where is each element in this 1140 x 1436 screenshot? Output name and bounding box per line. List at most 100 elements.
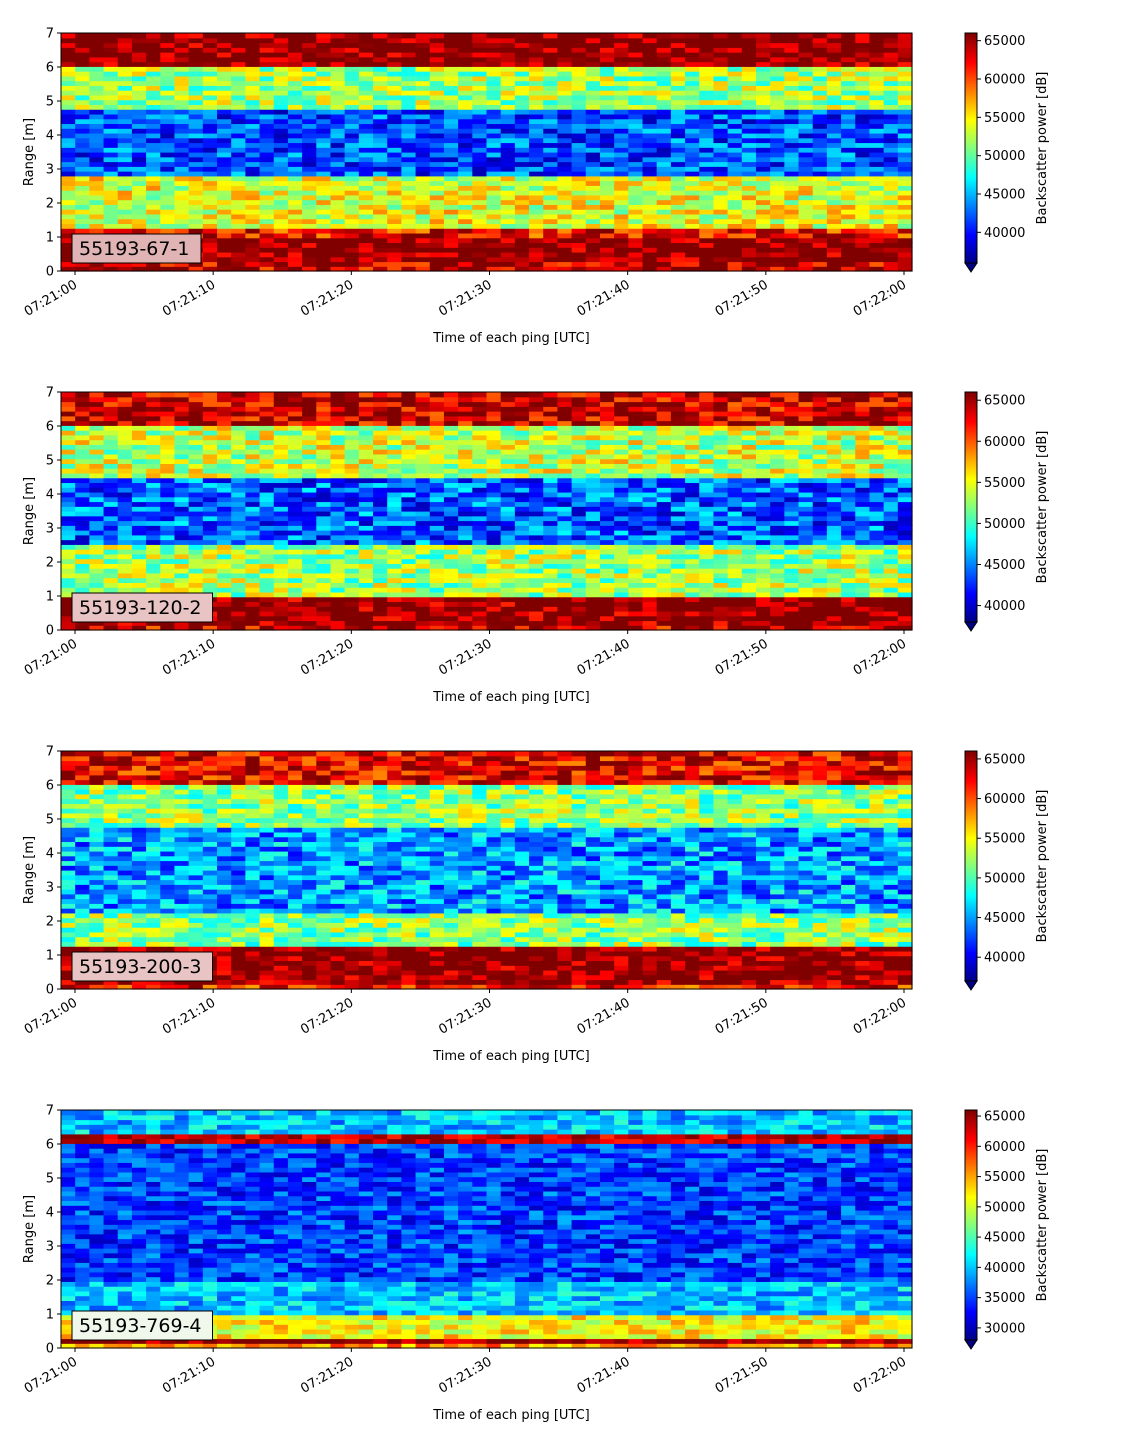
heatmap-cell bbox=[358, 401, 374, 407]
heatmap-cell bbox=[670, 52, 686, 58]
heatmap-cell bbox=[273, 482, 289, 488]
heatmap-cell bbox=[231, 161, 246, 167]
heatmap-cell bbox=[245, 256, 261, 263]
heatmap-cell bbox=[529, 142, 544, 148]
heatmap-cell bbox=[245, 42, 261, 48]
heatmap-cell bbox=[415, 171, 431, 177]
heatmap-cell bbox=[429, 194, 445, 201]
heatmap-cell bbox=[628, 104, 644, 110]
heatmap-cell bbox=[713, 199, 729, 205]
heatmap-cell bbox=[472, 591, 488, 598]
heatmap-cell bbox=[869, 71, 885, 77]
heatmap-cell bbox=[628, 228, 644, 234]
heatmap-cell bbox=[302, 491, 317, 498]
heatmap-cell bbox=[316, 501, 332, 507]
heatmap-cell bbox=[685, 209, 700, 215]
heatmap-cell bbox=[330, 615, 346, 622]
heatmap-cell bbox=[685, 175, 700, 182]
heatmap-cell bbox=[358, 194, 374, 201]
heatmap-cell bbox=[202, 496, 218, 503]
heatmap-cell bbox=[443, 482, 459, 488]
heatmap-cell bbox=[557, 463, 573, 469]
heatmap-cell bbox=[202, 209, 218, 215]
heatmap-cell bbox=[387, 439, 402, 445]
heatmap-cell bbox=[458, 601, 473, 607]
heatmap-cell bbox=[529, 549, 544, 555]
heatmap-cell bbox=[472, 85, 488, 91]
heatmap-cell bbox=[302, 251, 317, 258]
heatmap-cell bbox=[61, 396, 76, 403]
heatmap-cell bbox=[812, 218, 828, 224]
heatmap-cell bbox=[302, 425, 317, 431]
heatmap-cell bbox=[458, 568, 473, 574]
heatmap-cell bbox=[557, 568, 573, 574]
heatmap-cell bbox=[429, 477, 445, 484]
heatmap-cell bbox=[443, 558, 459, 564]
heatmap-cell bbox=[458, 209, 473, 215]
heatmap-cell bbox=[61, 530, 76, 536]
heatmap-cell bbox=[486, 180, 502, 186]
heatmap-cell bbox=[897, 171, 913, 177]
heatmap-cell bbox=[202, 487, 218, 493]
heatmap-cell bbox=[727, 104, 743, 110]
heatmap-cell bbox=[429, 161, 445, 167]
heatmap-cell bbox=[798, 75, 814, 82]
heatmap-cell bbox=[387, 601, 402, 607]
heatmap-cell bbox=[812, 123, 828, 129]
heatmap-cell bbox=[358, 420, 374, 426]
heatmap-cell bbox=[429, 530, 445, 536]
heatmap-cell bbox=[61, 601, 76, 607]
heatmap-cell bbox=[429, 577, 445, 583]
heatmap-cell bbox=[358, 90, 374, 96]
heatmap-cell bbox=[458, 213, 473, 220]
heatmap-cell bbox=[784, 75, 800, 82]
heatmap-cell bbox=[514, 147, 530, 153]
heatmap-cell bbox=[103, 113, 119, 120]
heatmap-cell bbox=[401, 52, 417, 58]
heatmap-cell bbox=[117, 544, 133, 550]
heatmap-cell bbox=[373, 175, 388, 182]
heatmap-cell bbox=[429, 218, 445, 224]
colorbar-step bbox=[965, 234, 977, 237]
heatmap-cell bbox=[443, 175, 459, 182]
heatmap-cell bbox=[585, 213, 601, 220]
heatmap-cell bbox=[61, 491, 76, 498]
heatmap-cell bbox=[302, 453, 317, 460]
heatmap-cell bbox=[75, 190, 90, 196]
heatmap-cell bbox=[202, 458, 218, 464]
heatmap-cell bbox=[146, 520, 161, 526]
heatmap-cell bbox=[160, 142, 176, 148]
heatmap-cell bbox=[174, 204, 190, 210]
heatmap-cell bbox=[330, 152, 346, 158]
heatmap-cell bbox=[614, 132, 629, 139]
heatmap-cell bbox=[61, 525, 76, 531]
heatmap-cell bbox=[500, 487, 516, 493]
heatmap-cell bbox=[245, 439, 261, 445]
heatmap-cell bbox=[302, 37, 317, 44]
colorbar-step bbox=[965, 88, 977, 92]
heatmap-cell bbox=[273, 99, 289, 105]
heatmap-cell bbox=[217, 113, 232, 120]
heatmap-cell bbox=[245, 199, 261, 205]
heatmap-cell bbox=[798, 66, 814, 72]
heatmap-cell bbox=[259, 601, 275, 607]
heatmap-cell bbox=[826, 137, 842, 144]
heatmap-cell bbox=[642, 56, 658, 63]
heatmap-cell bbox=[373, 218, 388, 224]
heatmap-cell bbox=[231, 85, 246, 91]
heatmap-cell bbox=[472, 94, 488, 101]
heatmap-cell bbox=[217, 256, 232, 263]
heatmap-cell bbox=[472, 601, 488, 607]
heatmap-cell bbox=[670, 118, 686, 125]
heatmap-cell bbox=[160, 534, 176, 541]
heatmap-cell bbox=[245, 468, 261, 474]
heatmap-cell bbox=[770, 109, 785, 115]
heatmap-cell bbox=[741, 242, 757, 248]
heatmap-cell bbox=[685, 204, 700, 210]
heatmap-cell bbox=[699, 123, 715, 129]
heatmap-cell bbox=[656, 52, 672, 58]
heatmap-cell bbox=[202, 228, 218, 234]
heatmap-cell bbox=[245, 434, 261, 441]
heatmap-cell bbox=[685, 147, 700, 153]
heatmap-cell bbox=[514, 209, 530, 215]
